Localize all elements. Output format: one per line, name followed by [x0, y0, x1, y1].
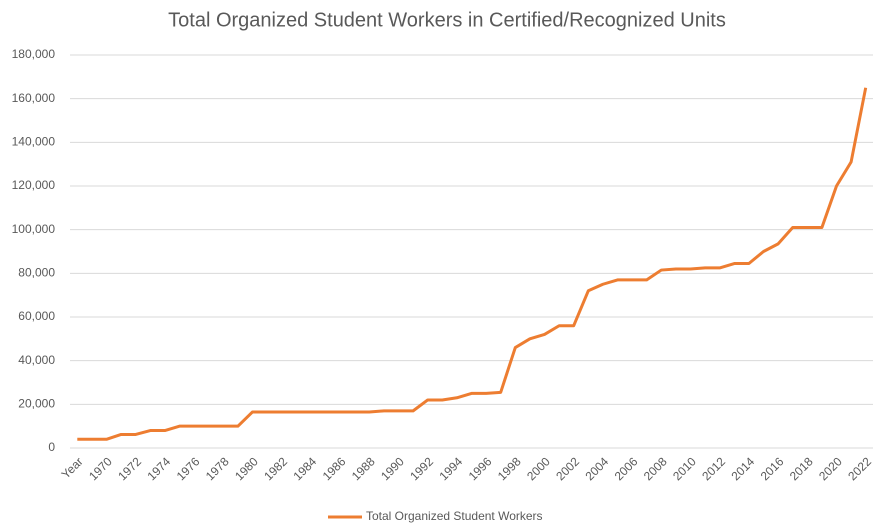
x-tick-label: 2008: [641, 454, 670, 483]
x-tick-label: 2000: [524, 454, 553, 483]
x-tick-label: 1996: [466, 454, 495, 483]
y-tick-label: 140,000: [12, 135, 56, 149]
y-tick-label: 100,000: [12, 222, 56, 236]
y-tick-label: 120,000: [12, 178, 56, 192]
y-tick-label: 0: [48, 440, 55, 454]
y-tick-label: 60,000: [18, 309, 55, 323]
x-tick-label: 1974: [144, 454, 173, 483]
y-tick-label: 180,000: [12, 47, 56, 61]
y-tick-label: 40,000: [18, 353, 55, 367]
x-tick-label: 2020: [816, 454, 845, 483]
x-tick-label: 1982: [261, 454, 290, 483]
x-tick-label: Year: [59, 454, 86, 481]
legend-label: Total Organized Student Workers: [366, 509, 543, 523]
x-tick-label: 1980: [232, 454, 261, 483]
x-tick-label: 2016: [758, 454, 787, 483]
y-tick-label: 20,000: [18, 397, 55, 411]
x-tick-label: 1972: [115, 454, 144, 483]
x-tick-label: 2014: [728, 454, 757, 483]
x-tick-label: 2002: [553, 454, 582, 483]
x-tick-label: 2022: [845, 454, 874, 483]
x-tick-label: 1986: [320, 454, 349, 483]
data-line: [77, 87, 868, 441]
x-tick-label: 1970: [86, 454, 115, 483]
x-tick-label: 2010: [670, 454, 699, 483]
x-tick-label: 2018: [787, 454, 816, 483]
x-tick-label: 1990: [378, 454, 407, 483]
x-tick-label: 1984: [290, 454, 319, 483]
y-tick-label: 80,000: [18, 266, 55, 280]
x-tick-label: 2012: [699, 454, 728, 483]
x-tick-label: 1994: [436, 454, 465, 483]
x-tick-label: 2006: [612, 454, 641, 483]
chart-title: Total Organized Student Workers in Certi…: [168, 9, 726, 31]
x-tick-label: 2004: [582, 454, 611, 483]
y-tick-label: 160,000: [12, 91, 56, 105]
x-tick-label: 1976: [174, 454, 203, 483]
x-tick-label: 1998: [495, 454, 524, 483]
x-tick-label: 1992: [407, 454, 436, 483]
x-tick-label: 1978: [203, 454, 232, 483]
x-tick-label: 1988: [349, 454, 378, 483]
